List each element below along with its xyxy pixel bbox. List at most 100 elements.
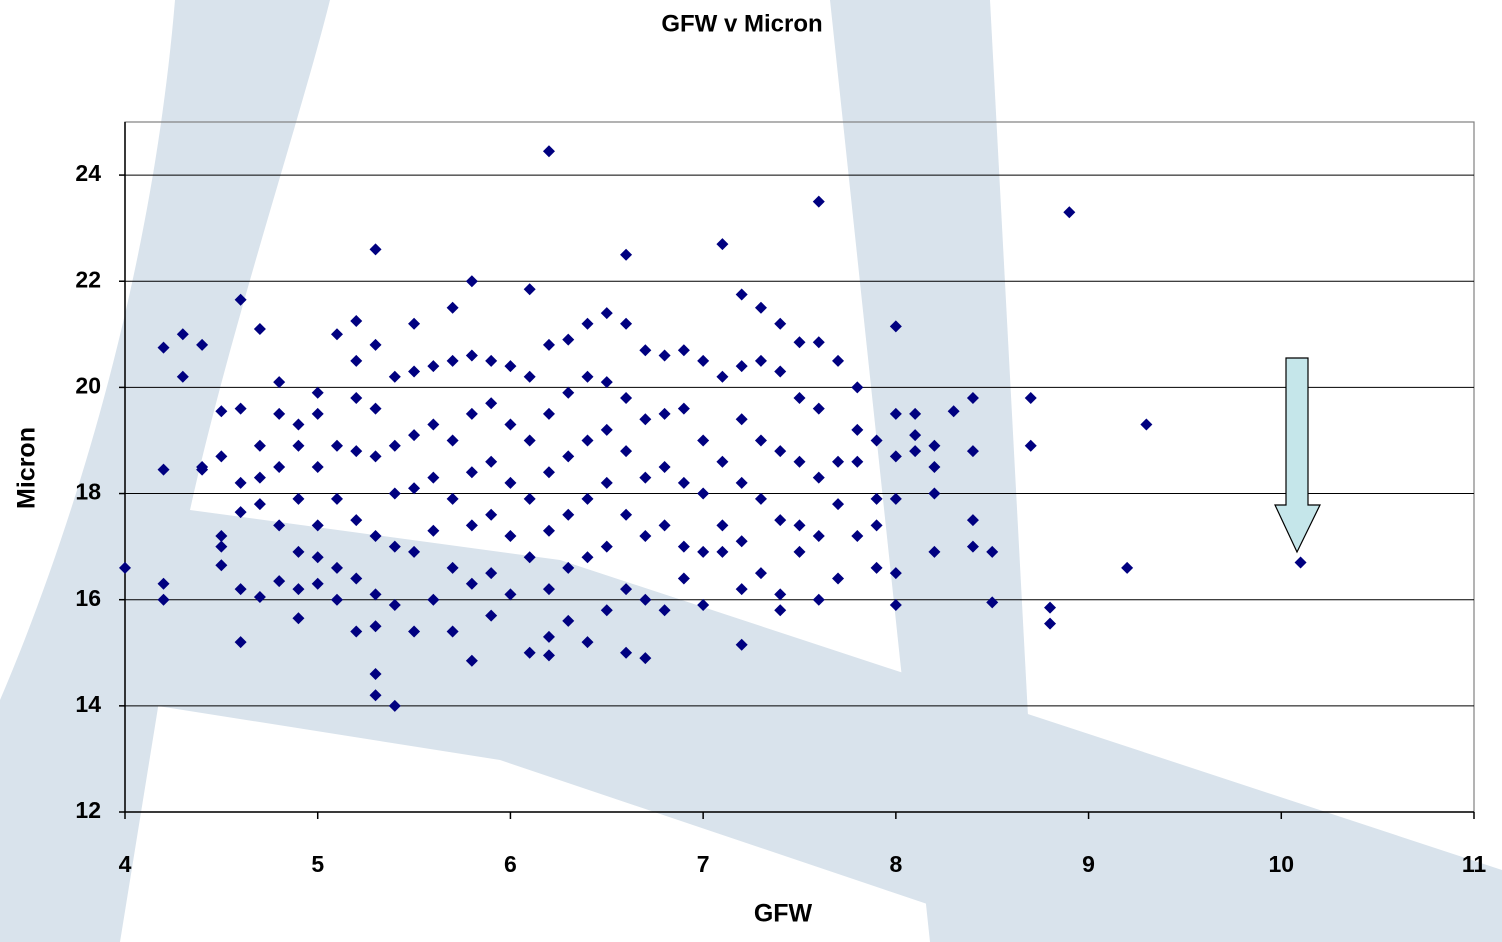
data-point: [735, 583, 748, 596]
data-point: [465, 519, 478, 532]
ticks: 12 14 16 18 20 22 24 4 5 6 7 8 9 10 11: [75, 160, 1486, 877]
data-point: [677, 344, 690, 357]
data-point: [1063, 206, 1076, 219]
data-point: [273, 376, 286, 389]
data-point: [427, 418, 440, 431]
data-point: [523, 551, 536, 564]
data-point: [542, 630, 555, 643]
data-point: [774, 317, 787, 330]
data-point: [581, 551, 594, 564]
data-point: [793, 545, 806, 558]
data-point: [909, 445, 922, 458]
data-point: [369, 338, 382, 351]
data-point: [870, 561, 883, 574]
x-tick-label: 7: [697, 851, 710, 877]
data-point: [639, 530, 652, 542]
data-point: [408, 545, 421, 558]
data-point: [620, 248, 633, 261]
data-point: [157, 593, 170, 606]
data-point: [639, 652, 652, 665]
data-point: [735, 288, 748, 301]
y-tick-label: 14: [75, 691, 101, 717]
data-point: [234, 583, 247, 596]
data-point: [542, 407, 555, 420]
data-point: [234, 636, 247, 649]
data-point: [388, 370, 401, 383]
data-point: [735, 535, 748, 548]
data-point: [369, 588, 382, 601]
data-point: [889, 492, 902, 505]
data-point: [408, 625, 421, 638]
y-tick-label: 22: [75, 266, 101, 292]
data-point: [157, 577, 170, 590]
data-point: [562, 561, 575, 574]
data-point: [408, 482, 421, 495]
data-point: [330, 328, 343, 341]
data-point: [253, 323, 266, 335]
data-point: [735, 413, 748, 426]
data-point: [812, 593, 825, 606]
data-point: [446, 625, 459, 638]
data-point: [793, 519, 806, 532]
data-point: [273, 519, 286, 532]
data-point: [986, 545, 999, 558]
data-point: [851, 423, 864, 436]
data-point: [889, 450, 902, 463]
data-point: [369, 668, 382, 680]
data-point: [658, 349, 671, 362]
data-point: [523, 283, 536, 296]
data-point: [620, 508, 633, 521]
data-point: [388, 599, 401, 611]
data-point: [966, 445, 979, 458]
x-tick-label: 6: [504, 851, 517, 877]
data-point: [369, 689, 382, 702]
data-point: [350, 625, 363, 638]
data-point: [350, 392, 363, 404]
data-point: [215, 530, 228, 542]
data-point: [600, 376, 613, 389]
data-point: [600, 540, 613, 553]
data-point: [966, 392, 979, 404]
data-point: [620, 392, 633, 404]
data-point: [620, 445, 633, 458]
data-point: [504, 418, 517, 431]
data-point: [1140, 418, 1153, 431]
data-point: [562, 614, 575, 627]
data-point: [677, 402, 690, 415]
data-point: [812, 402, 825, 415]
data-point: [697, 434, 710, 447]
data-point: [446, 354, 459, 367]
data-point: [388, 699, 401, 712]
data-point: [485, 455, 498, 468]
data-point: [620, 646, 633, 659]
data-point: [1121, 561, 1134, 574]
data-point: [697, 354, 710, 367]
data-point: [870, 492, 883, 505]
data-point: [542, 524, 555, 537]
data-point: [716, 455, 729, 468]
data-point: [812, 195, 825, 208]
data-point: [966, 540, 979, 553]
chart-title: GFW v Micron: [661, 10, 822, 37]
data-point: [774, 514, 787, 527]
data-point: [716, 370, 729, 383]
data-point: [253, 439, 266, 452]
data-point: [504, 530, 517, 542]
data-point: [1044, 617, 1057, 630]
data-point: [465, 466, 478, 479]
data-point: [581, 434, 594, 447]
data-point: [427, 524, 440, 537]
data-point: [311, 577, 324, 590]
data-point: [542, 583, 555, 596]
data-point: [292, 418, 305, 431]
data-point: [523, 492, 536, 505]
data-point: [812, 336, 825, 349]
data-point: [562, 508, 575, 521]
data-point: [928, 545, 941, 558]
watermark-stroke: [120, 510, 1502, 942]
data-point: [542, 649, 555, 662]
x-tick-label: 5: [311, 851, 324, 877]
data-point: [388, 540, 401, 553]
data-point: [485, 609, 498, 622]
